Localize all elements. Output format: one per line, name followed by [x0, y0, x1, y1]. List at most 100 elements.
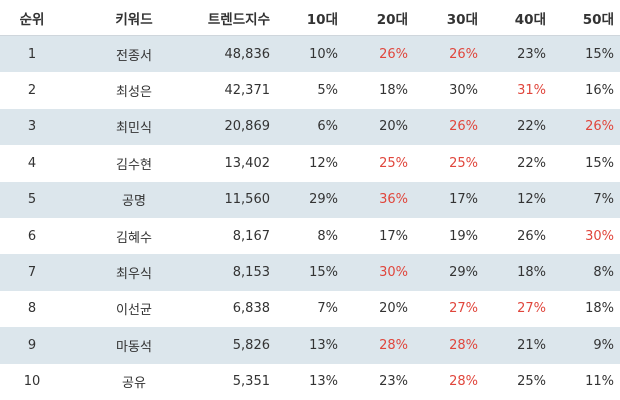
keyword-cell: 최성은: [116, 85, 152, 101]
age-40-cell: 12%: [517, 192, 546, 208]
age-20-cell: 17%: [379, 228, 408, 244]
trend-index-cell: 8,153: [232, 265, 270, 281]
age-20-cell: 18%: [379, 83, 408, 99]
header-age-30: 30대: [446, 11, 478, 28]
age-50-cell: 11%: [585, 374, 614, 390]
trend-index-cell: 20,869: [224, 119, 271, 135]
table-row: 9 마동석 5,826 13% 28% 28% 21% 9%: [0, 327, 620, 364]
age-40-cell: 26%: [517, 228, 546, 244]
age-30-cell: 28%: [449, 374, 478, 390]
age-10-cell: 12%: [309, 155, 338, 171]
table-row: 1 전종서 48,836 10% 26% 26% 23% 15%: [0, 36, 620, 73]
keyword-cell: 공명: [122, 194, 146, 210]
header-age-40: 40대: [514, 11, 546, 28]
age-30-cell: 30%: [449, 83, 478, 99]
age-30-cell: 27%: [449, 301, 478, 317]
header-age-20: 20대: [376, 11, 408, 28]
rank-cell: 2: [27, 83, 37, 99]
rank-cell: 7: [27, 265, 37, 281]
trend-index-cell: 8,167: [232, 228, 270, 244]
table-body: 1 전종서 48,836 10% 26% 26% 23% 15% 2 최성은 42,371 5% 18%…: [0, 36, 620, 400]
age-30-cell: 17%: [449, 192, 478, 208]
header-keyword: 키워드: [115, 11, 153, 28]
age-20-cell: 23%: [379, 374, 408, 390]
trend-index-cell: 11,560: [224, 192, 271, 208]
age-10-cell: 13%: [309, 374, 338, 390]
age-30-cell: 19%: [449, 228, 478, 244]
age-50-cell: 9%: [593, 337, 614, 353]
age-40-cell: 22%: [517, 155, 546, 171]
header-age-10: 10대: [306, 11, 338, 28]
age-20-cell: 20%: [379, 301, 408, 317]
age-30-cell: 29%: [449, 265, 478, 281]
age-10-cell: 5%: [317, 83, 338, 99]
trend-index-cell: 6,838: [232, 301, 270, 317]
age-10-cell: 13%: [309, 337, 338, 353]
keyword-cell: 최민식: [116, 121, 152, 137]
age-20-cell: 26%: [379, 46, 408, 62]
rank-cell: 5: [27, 192, 37, 208]
age-30-cell: 26%: [449, 46, 478, 62]
table-row: 2 최성은 42,371 5% 18% 30% 31% 16%: [0, 72, 620, 108]
age-40-cell: 18%: [517, 265, 546, 281]
age-20-cell: 20%: [379, 119, 408, 135]
table-row: 10 공유 5,351 13% 23% 28% 25% 11%: [0, 364, 620, 400]
age-30-cell: 26%: [449, 119, 478, 135]
table-row: 5 공명 11,560 29% 36% 17% 12% 7%: [0, 181, 620, 218]
table-header: 순위 키워드 트렌드지수 10대 20대 30대 40대 50대: [0, 0, 620, 36]
keyword-cell: 전종서: [116, 48, 152, 64]
table-row: 7 최우식 8,153 15% 30% 29% 18% 8%: [0, 254, 620, 291]
age-10-cell: 8%: [317, 228, 338, 244]
keyword-cell: 이선균: [116, 303, 152, 319]
age-50-cell: 26%: [585, 119, 614, 135]
rank-cell: 4: [27, 155, 37, 171]
table-row: 4 김수현 13,402 12% 25% 25% 22% 15%: [0, 145, 620, 181]
rank-cell: 3: [27, 119, 37, 135]
trend-index-cell: 5,826: [232, 337, 270, 353]
rank-cell: 8: [27, 301, 37, 317]
rank-cell: 1: [27, 46, 37, 62]
table-row: 6 김혜수 8,167 8% 17% 19% 26% 30%: [0, 218, 620, 254]
keyword-cell: 최우식: [116, 267, 152, 283]
age-10-cell: 7%: [317, 301, 338, 317]
age-40-cell: 23%: [517, 46, 546, 62]
trend-index-cell: 5,351: [232, 374, 270, 390]
rank-cell: 10: [23, 374, 41, 390]
table-row: 8 이선균 6,838 7% 20% 27% 27% 18%: [0, 291, 620, 327]
age-10-cell: 29%: [309, 192, 338, 208]
header-rank: 순위: [19, 11, 45, 28]
age-50-cell: 30%: [585, 228, 614, 244]
age-50-cell: 15%: [585, 46, 614, 62]
header-age-50: 50대: [582, 11, 614, 28]
age-30-cell: 25%: [449, 155, 478, 171]
age-10-cell: 15%: [309, 265, 338, 281]
age-40-cell: 25%: [517, 374, 546, 390]
keyword-cell: 김혜수: [116, 230, 152, 246]
age-40-cell: 31%: [517, 83, 546, 99]
age-40-cell: 27%: [517, 301, 546, 317]
age-50-cell: 15%: [585, 155, 614, 171]
table-row: 3 최민식 20,869 6% 20% 26% 22% 26%: [0, 108, 620, 146]
trend-index-cell: 48,836: [224, 46, 271, 62]
age-50-cell: 18%: [585, 301, 614, 317]
age-10-cell: 10%: [309, 46, 338, 62]
age-40-cell: 21%: [517, 337, 546, 353]
age-50-cell: 7%: [593, 192, 614, 208]
age-10-cell: 6%: [317, 119, 338, 135]
trend-index-cell: 13,402: [224, 155, 271, 171]
age-30-cell: 28%: [449, 337, 478, 353]
header-trend: 트렌드지수: [207, 11, 270, 28]
age-20-cell: 36%: [379, 192, 408, 208]
trend-index-cell: 42,371: [224, 83, 271, 99]
age-50-cell: 8%: [593, 265, 614, 281]
rank-cell: 9: [27, 337, 37, 353]
age-50-cell: 16%: [585, 83, 614, 99]
age-40-cell: 22%: [517, 119, 546, 135]
age-20-cell: 28%: [379, 337, 408, 353]
rank-cell: 6: [27, 228, 37, 244]
keyword-cell: 김수현: [116, 157, 152, 173]
keyword-cell: 마동석: [116, 339, 152, 355]
age-20-cell: 30%: [379, 265, 408, 281]
age-20-cell: 25%: [379, 155, 408, 171]
